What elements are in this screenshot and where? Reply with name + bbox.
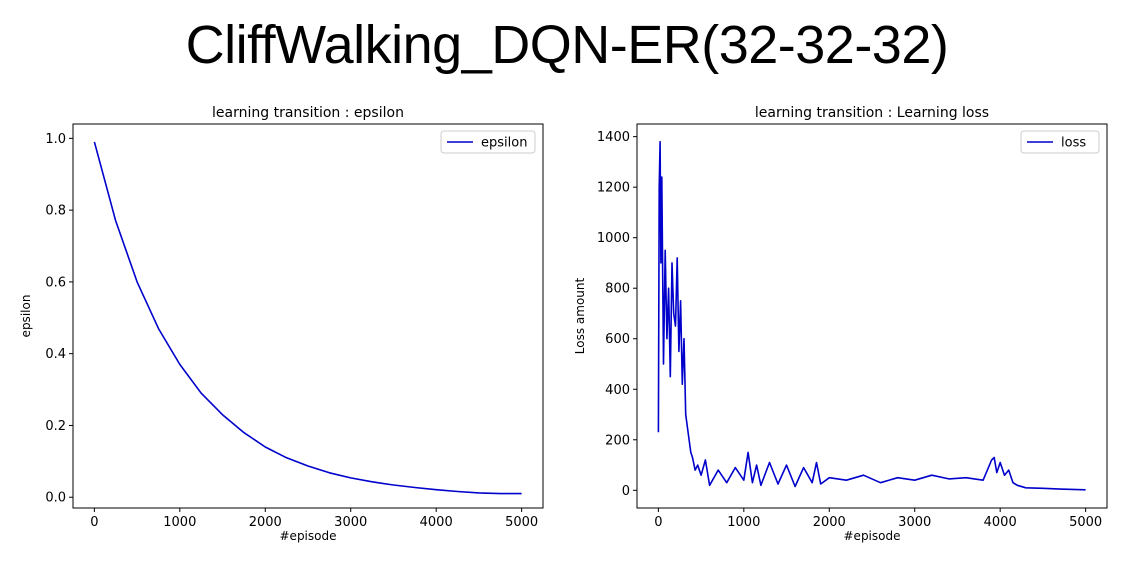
chart1-xtick-label: 0: [90, 515, 98, 530]
chart1-xtick-label: 2000: [249, 515, 282, 530]
chart2-ytick-label: 600: [605, 332, 630, 347]
chart2-ytick-label: 800: [605, 282, 630, 297]
chart2-xlabel: #episode: [844, 529, 901, 543]
chart2-ytick-label: 200: [605, 433, 630, 448]
chart1-axes-frame: [72, 123, 544, 509]
chart1-ytick-label: 0.0: [45, 491, 66, 506]
chart1-ytick-label: 0.4: [45, 347, 66, 362]
chart2-xtick-label: 3000: [898, 515, 931, 530]
chart2-xtick-label: 4000: [984, 515, 1017, 530]
chart2-xtick-label: 2000: [813, 515, 846, 530]
chart2-xtick-label: 5000: [1069, 515, 1102, 530]
chart1-ytick-label: 1.0: [45, 132, 66, 147]
chart1-legend-label: epsilon: [481, 136, 527, 151]
chart2-legend-box: [1020, 130, 1100, 154]
chart1-ylabel: epsilon: [19, 295, 33, 338]
chart2-xtick-label: 1000: [727, 515, 760, 530]
chart2-ytick-label: 1400: [597, 130, 630, 145]
chart1-ytick-label: 0.2: [45, 419, 66, 434]
chart1-xtick-label: 3000: [334, 515, 367, 530]
chart1-xlabel: #episode: [280, 529, 337, 543]
chart1-ytick-label: 0.8: [45, 204, 66, 219]
chart2-legend-label: loss: [1061, 136, 1086, 151]
chart1-xtick-label: 1000: [163, 515, 196, 530]
chart2-xtick-label: 0: [654, 515, 662, 530]
chart2-ytick-label: 1200: [597, 181, 630, 196]
chart1-xtick-label: 4000: [420, 515, 453, 530]
chart1-ytick-label: 0.6: [45, 275, 66, 290]
chart1-title: learning transition : epsilon: [212, 105, 404, 121]
page-title: CliffWalking_DQN-ER(32-32-32): [185, 15, 949, 75]
chart2-ytick-label: 0: [622, 484, 630, 499]
chart2-axes-frame: [636, 123, 1108, 509]
chart2-ytick-label: 400: [605, 383, 630, 398]
chart2-series-loss: [657, 140, 1086, 491]
chart1-xtick-label: 5000: [505, 515, 538, 530]
chart2-ytick-label: 1000: [597, 231, 630, 246]
chart1-legend-box: [440, 130, 536, 154]
chart1-series-epsilon: [93, 141, 522, 495]
chart2-title: learning transition : Learning loss: [755, 105, 989, 121]
chart2-ylabel: Loss amount: [573, 277, 587, 354]
